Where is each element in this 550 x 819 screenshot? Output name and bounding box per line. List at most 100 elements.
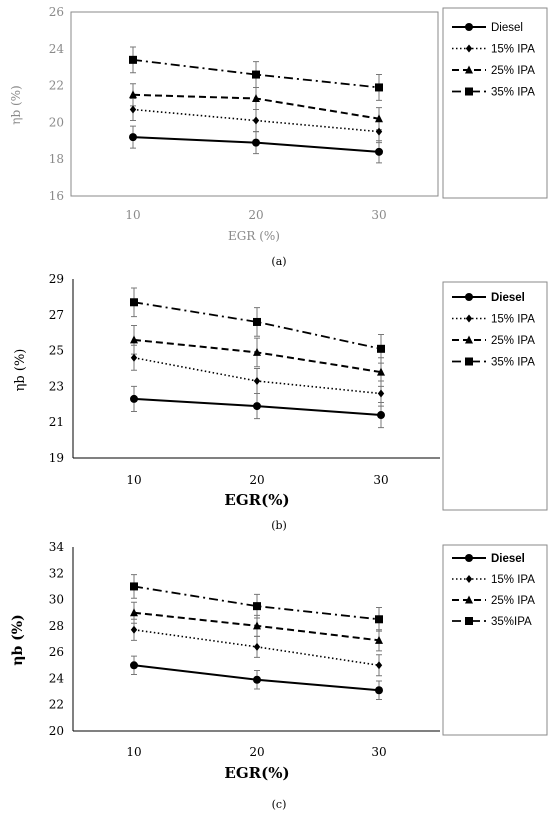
data-point (375, 686, 383, 695)
y-tick-label: 24 (49, 42, 65, 56)
data-point (253, 602, 261, 611)
x-tick-label: 10 (125, 208, 140, 222)
x-tick-label: 10 (126, 473, 141, 487)
legend-swatch-marker (465, 23, 473, 31)
y-tick-label: 18 (49, 152, 64, 166)
legend-swatch-marker (465, 314, 473, 323)
x-axis-label: EGR(%) (224, 764, 289, 782)
legend-label: 15% IPA (491, 314, 535, 326)
data-point (252, 116, 260, 125)
y-tick-label: 21 (49, 415, 64, 429)
legend-swatch-marker (465, 617, 473, 625)
series-line (133, 301, 382, 350)
x-axis-ticks: 10 20 30 (126, 745, 386, 759)
chart-panel-b: 19 21 23 25 27 29 10 20 30 EGR(%) ηb (%) Diesel… (13, 272, 548, 532)
legend-label: Diesel (491, 22, 523, 34)
x-axis-label: EGR (%) (228, 229, 280, 243)
legend-label: 35%IPA (491, 616, 532, 628)
legend-label: 25% IPA (491, 595, 535, 607)
data-point (252, 93, 260, 102)
data-point (375, 114, 383, 123)
chart-panel-a: 16 18 20 22 24 26 10 20 30 EGR (%) ηb (%) Diese… (9, 5, 548, 268)
panel-caption: (a) (271, 255, 286, 268)
data-point (130, 353, 138, 362)
y-tick-label: 26 (49, 645, 64, 659)
data-point (253, 317, 261, 326)
x-tick-label: 20 (248, 208, 263, 222)
y-tick-label: 27 (49, 308, 64, 322)
y-tick-label: 29 (49, 272, 64, 286)
plot-area-frame (70, 11, 439, 197)
legend-swatch-marker (465, 575, 473, 583)
data-point (253, 642, 261, 651)
data-point (130, 661, 138, 670)
series-markers (130, 582, 383, 695)
legend-label: 25% IPA (491, 335, 535, 347)
data-point (377, 344, 385, 353)
y-tick-label: 30 (49, 593, 64, 607)
legend-label: 15% IPA (491, 574, 535, 586)
y-tick-label: 28 (49, 619, 64, 633)
data-point (253, 377, 261, 386)
y-tick-label: 22 (49, 79, 64, 93)
x-tick-label: 20 (249, 745, 264, 759)
y-tick-label: 20 (49, 724, 64, 738)
data-point (375, 615, 383, 624)
data-point (375, 635, 383, 644)
legend-swatch-marker (465, 293, 473, 301)
data-point (129, 105, 137, 114)
y-tick-label: 32 (49, 566, 64, 580)
legend-label: 25% IPA (491, 65, 535, 77)
data-point (253, 675, 261, 684)
legend-label: Diesel (491, 553, 525, 565)
data-point (377, 411, 385, 420)
y-tick-label: 24 (49, 671, 65, 685)
data-point (130, 608, 138, 617)
y-tick-label: 26 (49, 5, 64, 19)
y-tick-label: 22 (49, 698, 64, 712)
y-axis-ticks: 16 18 20 22 24 26 (49, 5, 65, 203)
data-point (129, 55, 137, 64)
series-line (133, 585, 380, 621)
panel-caption: (b) (271, 519, 287, 532)
data-point (129, 133, 137, 142)
x-axis-ticks: 10 20 30 (125, 208, 386, 222)
data-point (252, 70, 260, 79)
data-point (377, 389, 385, 398)
legend-swatch-marker (465, 44, 473, 53)
y-tick-label: 19 (49, 451, 64, 465)
series-line (132, 108, 380, 133)
y-axis-ticks: 19 21 23 25 27 29 (49, 272, 64, 465)
y-tick-label: 25 (49, 344, 64, 358)
y-axis-label: ηb (%) (10, 614, 26, 665)
chart-panel-c: 20 22 24 26 28 30 32 34 10 20 30 EGR(%) ηb (%) Di… (10, 540, 548, 811)
y-tick-label: 16 (49, 189, 64, 203)
legend-swatch-marker (465, 335, 473, 344)
series-line (132, 58, 380, 89)
legend-label: 35% IPA (491, 357, 535, 369)
legend-box (442, 281, 548, 511)
legend-swatch-marker (465, 595, 473, 604)
x-tick-label: 30 (371, 745, 386, 759)
x-tick-label: 30 (373, 473, 388, 487)
data-point (130, 394, 138, 403)
data-point (375, 127, 383, 136)
data-point (253, 347, 261, 356)
y-tick-label: 20 (49, 115, 64, 129)
x-axis-ticks: 10 20 30 (126, 473, 388, 487)
y-axis-ticks: 20 22 24 26 28 30 32 34 (49, 540, 65, 738)
data-point (130, 335, 138, 344)
y-axis-label: ηb (%) (9, 85, 23, 124)
y-axis-label: ηb (%) (13, 349, 28, 392)
x-tick-label: 10 (126, 745, 141, 759)
legend-box (442, 7, 548, 199)
data-point (253, 621, 261, 630)
legend-label: 15% IPA (491, 44, 535, 56)
data-point (252, 138, 260, 147)
data-point (130, 298, 138, 307)
data-point (130, 582, 138, 591)
legend: Diesel 15% IPA 25% IPA 35%IPA (452, 553, 535, 628)
data-point (375, 83, 383, 92)
legend: Diesel 15% IPA 25% IPA 35% IPA (452, 292, 535, 369)
